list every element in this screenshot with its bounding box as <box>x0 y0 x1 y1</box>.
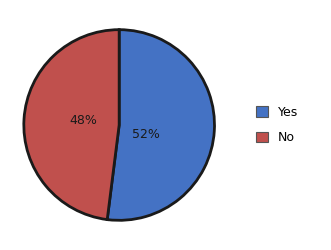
Text: 48%: 48% <box>69 114 97 127</box>
Text: 52%: 52% <box>132 128 160 141</box>
Legend: Yes, No: Yes, No <box>257 106 298 144</box>
Wedge shape <box>107 30 214 220</box>
Wedge shape <box>24 30 119 220</box>
